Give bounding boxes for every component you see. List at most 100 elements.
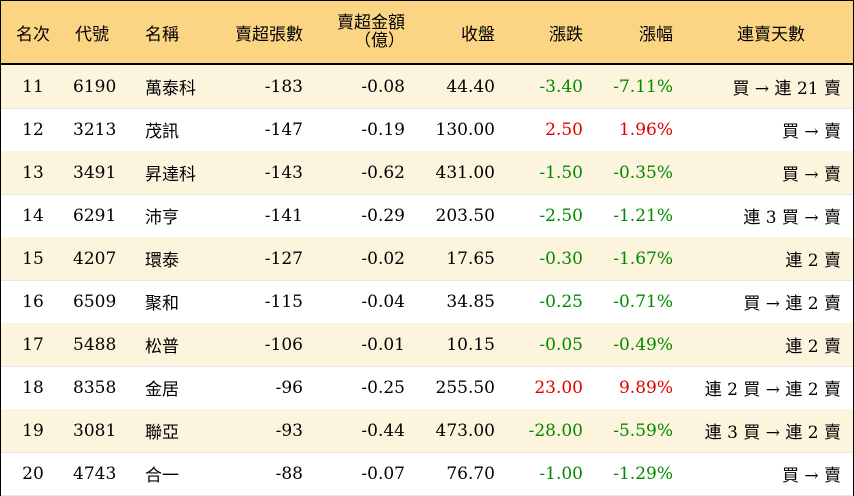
- header-sell-amount-line1: 賣超金額: [337, 13, 405, 33]
- cell-code[interactable]: 5488: [73, 334, 117, 355]
- header-close[interactable]: 收盤: [461, 24, 495, 45]
- cell-rank: 15: [22, 248, 44, 269]
- header-sell-sheets[interactable]: 賣超張數: [235, 24, 303, 45]
- cell-change-pct: -1.21%: [613, 205, 673, 226]
- cell-change: 2.50: [545, 119, 583, 140]
- cell-streak: 買 → 賣: [781, 165, 841, 185]
- cell-change-pct: 1.96%: [618, 119, 673, 140]
- cell-sell-sheets: -88: [275, 463, 303, 484]
- cell-rank: 11: [22, 76, 44, 97]
- cell-sell-amount: -0.19: [361, 119, 405, 140]
- cell-sell-sheets: -96: [275, 377, 303, 398]
- cell-name[interactable]: 金居: [145, 380, 179, 400]
- cell-name[interactable]: 聚和: [145, 294, 179, 314]
- cell-change-pct: -1.67%: [613, 248, 673, 269]
- cell-change-pct: -5.59%: [613, 420, 673, 441]
- table-row[interactable]: 16 6509 聚和 -115 -0.04 34.85 -0.25 -0.71% 買 → 連 2…: [1, 280, 853, 324]
- cell-sell-sheets: -147: [264, 119, 303, 140]
- cell-change: -0.25: [539, 291, 583, 312]
- header-code[interactable]: 代號: [75, 24, 109, 45]
- cell-sell-sheets: -141: [264, 205, 303, 226]
- cell-close: 34.85: [446, 291, 495, 312]
- table-row[interactable]: 15 4207 環泰 -127 -0.02 17.65 -0.30 -1.67% 連 2 賣: [1, 237, 853, 281]
- cell-code[interactable]: 4743: [73, 463, 117, 484]
- cell-rank: 13: [22, 162, 44, 183]
- table-row[interactable]: 13 3491 昇達科 -143 -0.62 431.00 -1.50 -0.35% 買 → 賣: [1, 151, 853, 195]
- table-row[interactable]: 19 3081 聯亞 -93 -0.44 473.00 -28.00 -5.59% 連 3 買 …: [1, 409, 853, 453]
- cell-change-pct: -1.29%: [613, 463, 673, 484]
- table-row[interactable]: 14 6291 沛亨 -141 -0.29 203.50 -2.50 -1.21% 連 3 買 …: [1, 194, 853, 238]
- table-row[interactable]: 17 5488 松普 -106 -0.01 10.15 -0.05 -0.49% 連 2 賣: [1, 323, 853, 367]
- cell-name[interactable]: 茂訊: [145, 122, 179, 142]
- cell-code[interactable]: 3213: [73, 119, 117, 140]
- cell-rank: 19: [22, 420, 44, 441]
- cell-sell-sheets: -115: [264, 291, 303, 312]
- cell-change-pct: 9.89%: [618, 377, 673, 398]
- header-sell-amount[interactable]: 賣超金額 （億）: [303, 1, 405, 63]
- table-header-row: 名次 代號 名稱 賣超張數 賣超金額 （億） 收盤 漲跌 漲幅 連賣天數: [1, 1, 853, 65]
- cell-sell-sheets: -143: [264, 162, 303, 183]
- header-change-pct[interactable]: 漲幅: [639, 24, 673, 45]
- table-row[interactable]: 20 4743 合一 -88 -0.07 76.70 -1.00 -1.29% 買 → 賣: [1, 452, 853, 496]
- cell-streak: 買 → 連 21 賣: [732, 79, 842, 99]
- cell-sell-sheets: -183: [264, 76, 303, 97]
- cell-code[interactable]: 6190: [73, 76, 117, 97]
- cell-rank: 14: [22, 205, 44, 226]
- cell-streak: 買 → 連 2 賣: [743, 294, 841, 314]
- cell-name[interactable]: 萬泰科: [145, 79, 196, 99]
- cell-sell-amount: -0.04: [361, 291, 405, 312]
- cell-close: 473.00: [435, 420, 495, 441]
- cell-name[interactable]: 環泰: [145, 251, 179, 271]
- cell-close: 431.00: [435, 162, 495, 183]
- cell-change-pct: -0.35%: [613, 162, 673, 183]
- cell-sell-amount: -0.44: [361, 420, 405, 441]
- cell-close: 203.50: [435, 205, 495, 226]
- cell-change-pct: -7.11%: [613, 76, 673, 97]
- cell-code[interactable]: 4207: [73, 248, 117, 269]
- table-row[interactable]: 12 3213 茂訊 -147 -0.19 130.00 2.50 1.96% 買 → 賣: [1, 108, 853, 152]
- cell-code[interactable]: 8358: [73, 377, 117, 398]
- header-rank[interactable]: 名次: [16, 24, 50, 45]
- cell-streak: 連 3 買 → 賣: [743, 208, 841, 228]
- cell-name[interactable]: 松普: [145, 337, 179, 357]
- cell-name[interactable]: 昇達科: [145, 165, 196, 185]
- cell-sell-amount: -0.25: [361, 377, 405, 398]
- cell-name[interactable]: 沛亨: [145, 208, 179, 228]
- cell-close: 255.50: [435, 377, 495, 398]
- cell-streak: 連 2 賣: [785, 337, 841, 357]
- cell-change: -2.50: [539, 205, 583, 226]
- cell-change: 23.00: [534, 377, 583, 398]
- cell-change: -0.05: [539, 334, 583, 355]
- cell-rank: 16: [22, 291, 44, 312]
- cell-close: 10.15: [446, 334, 495, 355]
- cell-change: -0.30: [539, 248, 583, 269]
- cell-streak: 連 2 賣: [785, 251, 841, 271]
- table-row[interactable]: 18 8358 金居 -96 -0.25 255.50 23.00 9.89% 連 2 買 → …: [1, 366, 853, 410]
- cell-sell-amount: -0.62: [361, 162, 405, 183]
- cell-rank: 18: [22, 377, 44, 398]
- cell-close: 130.00: [435, 119, 495, 140]
- header-change[interactable]: 漲跌: [549, 24, 583, 45]
- cell-code[interactable]: 3081: [73, 420, 117, 441]
- cell-sell-amount: -0.07: [361, 463, 405, 484]
- cell-change-pct: -0.49%: [613, 334, 673, 355]
- cell-sell-amount: -0.08: [361, 76, 405, 97]
- cell-name[interactable]: 聯亞: [145, 423, 179, 443]
- cell-name[interactable]: 合一: [145, 466, 179, 486]
- cell-streak: 連 2 買 → 連 2 賣: [704, 380, 841, 400]
- header-name[interactable]: 名稱: [145, 24, 179, 45]
- cell-rank: 12: [22, 119, 44, 140]
- cell-rank: 20: [22, 463, 44, 484]
- cell-code[interactable]: 6509: [73, 291, 117, 312]
- cell-code[interactable]: 3491: [73, 162, 117, 183]
- cell-streak: 連 3 買 → 連 2 賣: [704, 423, 841, 443]
- cell-streak: 買 → 賣: [781, 466, 841, 486]
- cell-sell-sheets: -106: [264, 334, 303, 355]
- cell-close: 17.65: [446, 248, 495, 269]
- cell-code[interactable]: 6291: [73, 205, 117, 226]
- table-row[interactable]: 11 6190 萬泰科 -183 -0.08 44.40 -3.40 -7.11% 買 → 連 …: [1, 65, 853, 109]
- cell-change-pct: -0.71%: [613, 291, 673, 312]
- header-streak[interactable]: 連賣天數: [737, 24, 805, 45]
- cell-close: 76.70: [446, 463, 495, 484]
- cell-change: -28.00: [528, 420, 583, 441]
